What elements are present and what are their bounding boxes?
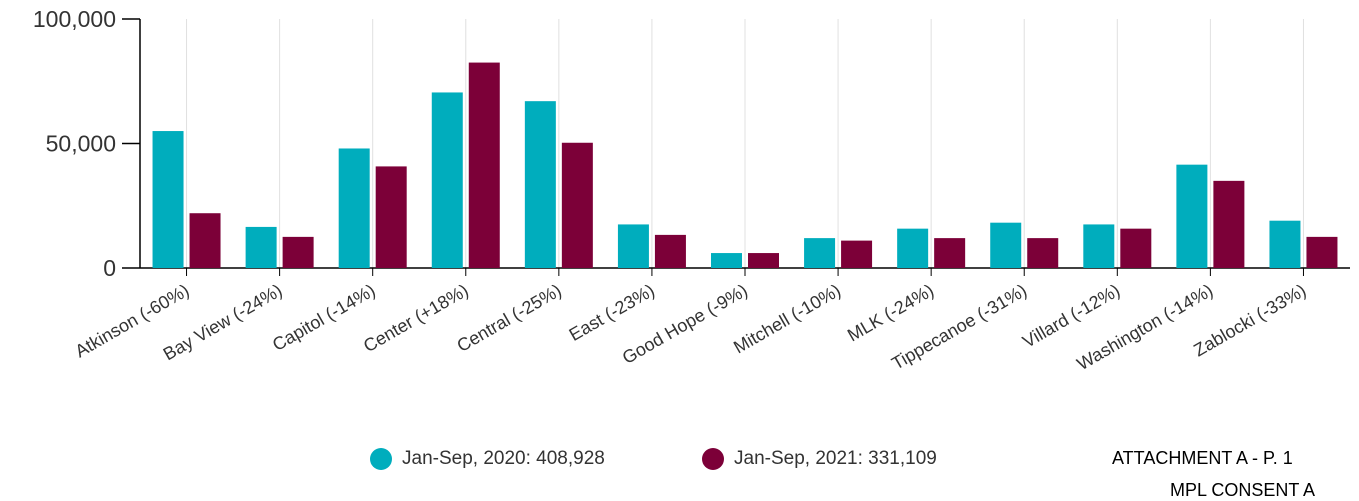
bar-2020[interactable]	[1083, 224, 1115, 268]
bar-2020[interactable]	[711, 253, 742, 268]
bar-2020[interactable]	[804, 238, 836, 268]
bar-2021[interactable]	[189, 213, 221, 268]
bar-2020[interactable]	[897, 228, 929, 268]
legend-item-2020[interactable]: Jan-Sep, 2020: 408,928	[370, 448, 605, 470]
bar-2021[interactable]	[748, 253, 779, 268]
bar-2020[interactable]	[524, 101, 556, 268]
bar-2020[interactable]	[990, 222, 1022, 268]
x-tick-label: Center (+18%)	[360, 280, 472, 356]
bar-2021[interactable]	[282, 236, 314, 268]
bar-2021[interactable]	[1306, 236, 1338, 268]
legend-label-2021: Jan-Sep, 2021: 331,109	[734, 448, 937, 469]
bar-2020[interactable]	[245, 226, 277, 268]
legend-item-2021[interactable]: Jan-Sep, 2021: 331,109	[702, 448, 937, 470]
x-axis-labels: Atkinson (-60%)Bay View (-24%)Capitol (-…	[72, 268, 1309, 374]
legend-marker-2020	[370, 448, 392, 470]
bar-2020[interactable]	[1269, 220, 1301, 268]
y-tick-label: 0	[103, 255, 116, 281]
bar-2020[interactable]	[152, 131, 184, 268]
bar-2021[interactable]	[468, 62, 500, 269]
bar-2021[interactable]	[1120, 228, 1152, 268]
legend-label-2020: Jan-Sep, 2020: 408,928	[402, 448, 605, 469]
bar-2020[interactable]	[338, 148, 370, 268]
gridlines	[186, 19, 1304, 268]
attachment-sublabel: MPL CONSENT A	[1170, 480, 1316, 500]
bars	[152, 62, 1338, 269]
bar-chart: 0 50,000 100,000 Atkinson (-60%)Bay View (…	[33, 6, 1350, 374]
legend: Jan-Sep, 2020: 408,928 Jan-Sep, 2021: 33…	[0, 448, 1359, 498]
bar-2021[interactable]	[934, 238, 966, 268]
attachment-label: ATTACHMENT A - P. 1	[1112, 448, 1293, 468]
y-tick-label: 50,000	[46, 131, 116, 157]
bar-2021[interactable]	[375, 166, 407, 268]
bar-2020[interactable]	[431, 92, 463, 268]
bar-2021[interactable]	[654, 234, 686, 268]
legend-marker-2021	[702, 448, 724, 470]
bar-2021[interactable]	[841, 240, 873, 268]
bar-2021[interactable]	[1027, 238, 1059, 268]
y-tick-label: 100,000	[33, 6, 116, 32]
bar-2021[interactable]	[561, 142, 593, 268]
bar-2021[interactable]	[1213, 180, 1245, 268]
x-tick-label: Central (-25%)	[453, 280, 564, 356]
bar-2020[interactable]	[1176, 164, 1208, 268]
y-axis: 0 50,000 100,000	[33, 6, 1350, 281]
bar-2020[interactable]	[617, 224, 649, 268]
